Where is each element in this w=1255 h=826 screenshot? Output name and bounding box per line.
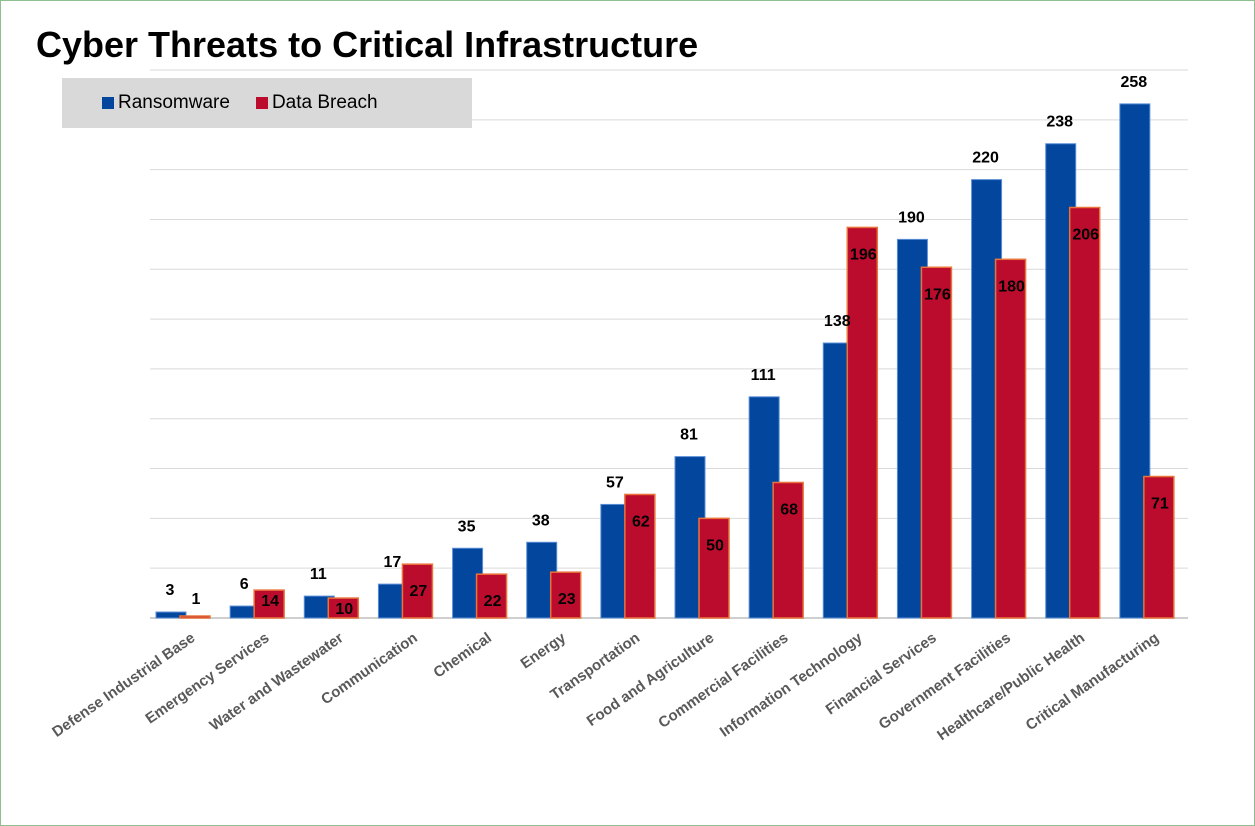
data-label-ransomware-information-technology: 138 [824, 313, 851, 330]
data-label-data-breach-information-technology: 196 [850, 246, 877, 263]
x-tick-label-defense-industrial-base: Defense Industrial Base [49, 629, 198, 740]
bar-data-breach-information-technology [846, 226, 879, 619]
data-label-data-breach-communication: 27 [410, 583, 428, 600]
bar-data-breach-chemical [475, 573, 508, 619]
x-tick-label-emergency-services: Emergency Services [142, 629, 272, 727]
x-tick-label-critical-manufacturing: Critical Manufacturing [1023, 629, 1162, 734]
data-label-data-breach-defense-industrial-base: 1 [192, 591, 201, 608]
data-label-data-breach-government-facilities: 180 [998, 278, 1025, 295]
data-label-ransomware-commercial-facilities: 111 [751, 367, 776, 384]
data-label-ransomware-critical-manufacturing: 258 [1121, 74, 1148, 91]
data-label-data-breach-financial-services: 176 [924, 286, 951, 303]
bar-data-breach-transportation [624, 493, 656, 619]
bar-data-breach-defense-industrial-base [179, 615, 211, 619]
legend-item-ransomware: Ransomware [102, 92, 230, 114]
data-label-ransomware-water-and-wastewater: 11 [310, 566, 327, 583]
data-label-data-breach-commercial-facilities: 68 [780, 501, 798, 518]
x-tick-label-healthcare-public-health: Healthcare/Public Health [934, 629, 1088, 744]
data-label-ransomware-transportation: 57 [606, 474, 624, 491]
data-label-data-breach-critical-manufacturing: 71 [1151, 496, 1169, 513]
x-tick-label-government-facilities: Government Facilities [876, 629, 1014, 733]
data-label-ransomware-government-facilities: 220 [972, 150, 999, 167]
legend-swatch-ransomware [102, 97, 114, 109]
x-tick-label-commercial-facilities: Commercial Facilities [655, 629, 791, 731]
data-label-ransomware-food-and-agriculture: 81 [680, 427, 698, 444]
data-label-data-breach-healthcare-public-health: 206 [1072, 226, 1099, 243]
data-label-ransomware-energy: 38 [532, 512, 550, 529]
data-label-data-breach-food-and-agriculture: 50 [706, 537, 724, 554]
bar-data-breach-water-and-wastewater [327, 597, 360, 619]
bar-data-breach-government-facilities [994, 258, 1027, 619]
bar-data-breach-communication [401, 563, 434, 619]
legend-label-ransomware: Ransomware [118, 92, 230, 113]
data-label-ransomware-financial-services: 190 [898, 209, 925, 226]
bar-data-breach-emergency-services [253, 589, 285, 619]
bar-data-breach-food-and-agriculture [698, 517, 730, 619]
bar-data-breach-healthcare-public-health [1068, 206, 1101, 619]
bar-data-breach-commercial-facilities [772, 481, 804, 619]
x-tick-label-energy: Energy [518, 629, 570, 672]
data-label-data-breach-energy: 23 [558, 591, 576, 608]
data-label-data-breach-transportation: 62 [632, 513, 650, 530]
data-label-data-breach-emergency-services: 14 [261, 593, 279, 610]
legend-item-data-breach: Data Breach [255, 92, 378, 114]
data-label-data-breach-chemical: 22 [484, 593, 502, 610]
chart-title: Cyber Threats to Critical Infrastructure [36, 24, 699, 65]
data-label-ransomware-defense-industrial-base: 3 [166, 582, 175, 599]
x-tick-label-food-and-agriculture: Food and Agriculture [584, 629, 718, 730]
x-tick-label-chemical: Chemical [430, 629, 494, 681]
data-label-data-breach-water-and-wastewater: 10 [335, 601, 353, 618]
bar-data-breach-energy [549, 571, 582, 619]
legend-label-data-breach: Data Breach [271, 92, 378, 113]
bar-ransomware-defense-industrial-base [155, 611, 187, 619]
bar-data-breach-financial-services [920, 266, 953, 619]
x-tick-label-water-and-wastewater: Water and Wastewater [207, 629, 347, 734]
x-tick-label-information-technology: Information Technology [717, 629, 866, 741]
data-label-ransomware-communication: 17 [384, 554, 402, 571]
data-label-ransomware-emergency-services: 6 [240, 576, 249, 593]
legend-swatch-data-breach [255, 97, 268, 109]
data-label-ransomware-healthcare-public-health: 238 [1046, 114, 1073, 131]
data-label-ransomware-chemical: 35 [458, 518, 476, 535]
bar-data-breach-critical-manufacturing [1143, 475, 1175, 619]
